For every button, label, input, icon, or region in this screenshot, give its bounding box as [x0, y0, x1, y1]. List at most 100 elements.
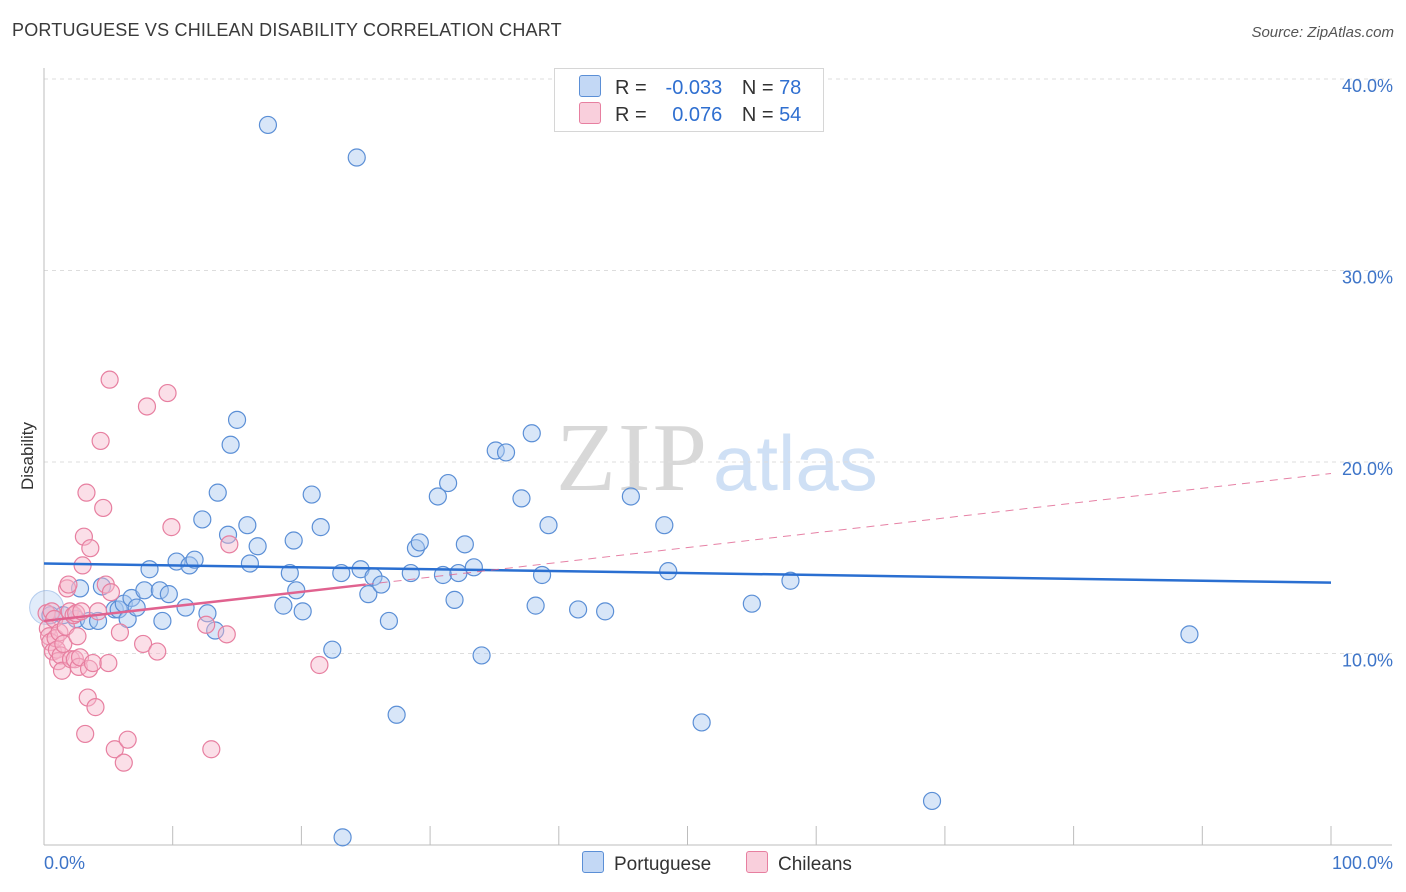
point-chileans — [162, 518, 181, 537]
point-chileans — [91, 431, 110, 451]
legend-r-value-chileans: 0.076 — [672, 104, 723, 126]
point-portuguese — [659, 562, 678, 581]
point-chileans — [310, 655, 329, 675]
point-chileans — [73, 556, 92, 575]
bottom-legend-portuguese: Portuguese — [582, 851, 711, 876]
point-portuguese — [347, 148, 366, 167]
point-portuguese — [248, 537, 267, 556]
point-portuguese — [445, 590, 464, 609]
point-chileans — [54, 634, 73, 654]
point-chileans — [220, 535, 239, 554]
point-portuguese — [150, 581, 169, 600]
point-chileans — [74, 527, 93, 546]
point-portuguese — [238, 516, 257, 535]
point-portuguese — [302, 485, 321, 504]
watermark: ZIPatlas — [556, 400, 878, 514]
point-chileans — [137, 397, 157, 416]
point-portuguese — [135, 581, 154, 600]
point-portuguese — [311, 518, 330, 537]
point-chileans — [76, 724, 95, 744]
point-portuguese — [781, 571, 800, 590]
y-tick-label: 40.0% — [1342, 76, 1393, 96]
x-tick-label: 0.0% — [44, 853, 85, 873]
point-portuguese — [359, 585, 378, 604]
point-portuguese — [176, 598, 195, 617]
point-portuguese — [218, 525, 238, 544]
point-chileans — [217, 625, 236, 644]
point-chileans — [40, 627, 59, 646]
tick-label-layer: 10.0% 20.0% 30.0% 40.0% 0.0% 100.0% — [44, 76, 1393, 873]
y-tick-label: 10.0% — [1342, 651, 1393, 671]
point-portuguese — [522, 424, 541, 443]
bottom-legend-chileans: Chileans — [746, 851, 852, 876]
axis-layer — [43, 68, 1392, 846]
point-portuguese — [1180, 625, 1199, 644]
point-portuguese — [208, 483, 227, 502]
point-portuguese — [198, 604, 217, 623]
point-portuguese — [127, 598, 146, 617]
point-chileans — [51, 646, 70, 665]
point-portuguese — [323, 640, 342, 659]
legend-n-value-portuguese: 78 — [779, 77, 802, 99]
point-portuguese — [287, 581, 306, 600]
bottom-legend-swatch-portuguese — [582, 851, 604, 873]
legend-r-label: R = — [615, 104, 647, 126]
point-portuguese — [70, 579, 90, 598]
point-chileans — [77, 483, 96, 502]
point-chileans — [94, 498, 113, 518]
point-portuguese — [274, 596, 293, 615]
point-portuguese — [539, 516, 558, 535]
watermark-atlas: atlas — [713, 419, 878, 507]
legend-row-portuguese: R = -0.033 N = 78 — [579, 75, 801, 99]
point-portuguese — [280, 563, 299, 583]
legend-n-label: N = — [741, 104, 774, 126]
trend-line-chileans — [43, 583, 366, 623]
point-portuguese — [372, 575, 391, 594]
point-chileans — [101, 583, 121, 602]
point-portuguese — [742, 594, 761, 613]
point-portuguese — [532, 565, 552, 585]
point-portuguese — [88, 611, 108, 631]
y-tick-label: 20.0% — [1342, 459, 1393, 479]
trend-layer — [43, 472, 1332, 623]
point-chileans — [99, 653, 118, 673]
point-chileans — [100, 370, 119, 389]
point-portuguese — [293, 602, 312, 621]
point-chileans — [86, 698, 105, 717]
point-portuguese — [333, 828, 352, 847]
point-portuguese — [258, 115, 278, 135]
point-portuguese — [692, 713, 711, 732]
point-portuguese — [439, 473, 458, 493]
point-portuguese — [512, 489, 531, 508]
point-chileans — [202, 740, 221, 759]
point-chileans — [68, 627, 87, 646]
point-chileans — [118, 730, 137, 749]
trend-line-portuguese — [43, 562, 1332, 584]
point-portuguese — [206, 621, 225, 640]
point-portuguese — [922, 791, 942, 811]
point-portuguese — [410, 533, 429, 552]
point-chileans — [148, 642, 167, 661]
point-portuguese — [655, 516, 674, 535]
point-chileans — [81, 539, 100, 558]
trend-line-chileans-extended — [365, 472, 1332, 586]
point-chileans — [133, 634, 153, 654]
chart-title: PORTUGUESE VS CHILEAN DISABILITY CORRELA… — [12, 20, 562, 40]
point-chileans — [59, 575, 78, 594]
point-portuguese — [428, 487, 447, 506]
point-chileans — [110, 623, 130, 642]
point-portuguese — [621, 487, 640, 506]
point-portuguese — [185, 550, 204, 569]
point-chileans — [88, 602, 108, 621]
x-tick-label: 100.0% — [1332, 853, 1393, 873]
point-portuguese — [240, 554, 260, 573]
legend-r-label: R = — [615, 77, 647, 99]
point-chileans — [158, 383, 177, 403]
legend-r-value-portuguese: -0.033 — [665, 77, 723, 99]
point-chileans — [61, 650, 81, 669]
point-portuguese — [496, 443, 516, 462]
point-portuguese — [596, 602, 615, 621]
point-chileans — [197, 615, 216, 634]
correlation-legend: R = -0.033 N = 78 R = 0.076 N = 54 — [554, 68, 824, 132]
